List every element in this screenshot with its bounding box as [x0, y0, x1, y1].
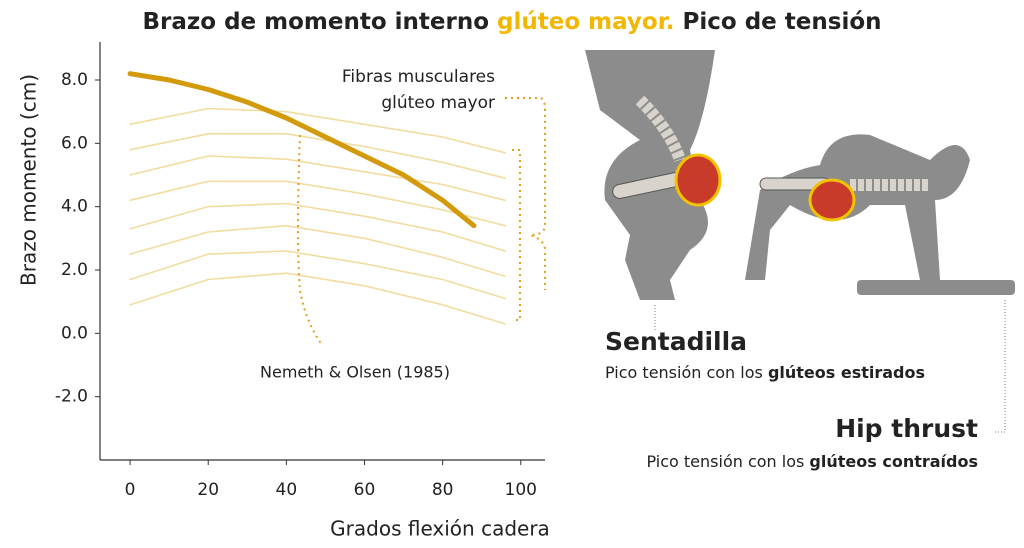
line	[127, 71, 477, 229]
title-highlight: glúteo mayor.	[497, 9, 675, 35]
x-tick-label: 0	[125, 480, 136, 500]
annotation: Fibras musculares	[342, 67, 495, 87]
line	[129, 202, 506, 252]
y-tick-label: 4.0	[61, 197, 88, 217]
title-part: Brazo de momento interno	[142, 9, 497, 35]
x-tick-label: 20	[197, 480, 219, 500]
title: Brazo de momento interno glúteo mayor. P…	[142, 9, 881, 35]
panel-text-part: Pico tensión con los	[646, 452, 809, 471]
title-part: Pico de tensión	[675, 9, 882, 35]
panel-text-part: Pico tensión con los	[605, 363, 768, 382]
line	[129, 155, 506, 202]
y-tick-label: 6.0	[61, 133, 88, 153]
annotation: glúteo mayor	[381, 93, 495, 113]
panel-title: Sentadilla	[605, 327, 747, 356]
squat-illustration	[585, 50, 722, 300]
leader-line	[993, 300, 1006, 433]
panel-text: Pico tensión con los glúteos estirados	[605, 363, 925, 382]
x-axis-title: Grados flexión cadera	[330, 517, 550, 541]
panel-text: Pico tensión con los glúteos contraídos	[646, 452, 978, 471]
panel-text-bold: glúteos estirados	[768, 363, 925, 382]
y-axis-title: Brazo momento (cm)	[17, 74, 41, 286]
line	[129, 224, 506, 278]
x-tick-label: 40	[276, 480, 298, 500]
y-tick-label: -2.0	[55, 387, 88, 407]
panel-title: Hip thrust	[835, 414, 978, 443]
y-tick-label: 0.0	[61, 323, 88, 343]
line	[129, 250, 506, 300]
y-tick-label: 2.0	[61, 260, 88, 280]
y-tick-label: 8.0	[61, 70, 88, 90]
x-tick-label: 80	[432, 480, 454, 500]
leader-line	[297, 134, 323, 346]
line	[129, 272, 506, 325]
line	[129, 180, 506, 227]
x-tick-label: 100	[505, 480, 537, 500]
line	[129, 133, 506, 179]
hip-thrust-illustration	[745, 134, 1015, 295]
annotation: Nemeth & Olsen (1985)	[260, 363, 450, 382]
x-tick-label: 60	[354, 480, 376, 500]
panel-text-bold: glúteos contraídos	[809, 452, 978, 471]
line	[129, 107, 506, 154]
plot	[127, 71, 506, 325]
bracket	[505, 97, 546, 290]
bracket	[512, 149, 521, 321]
